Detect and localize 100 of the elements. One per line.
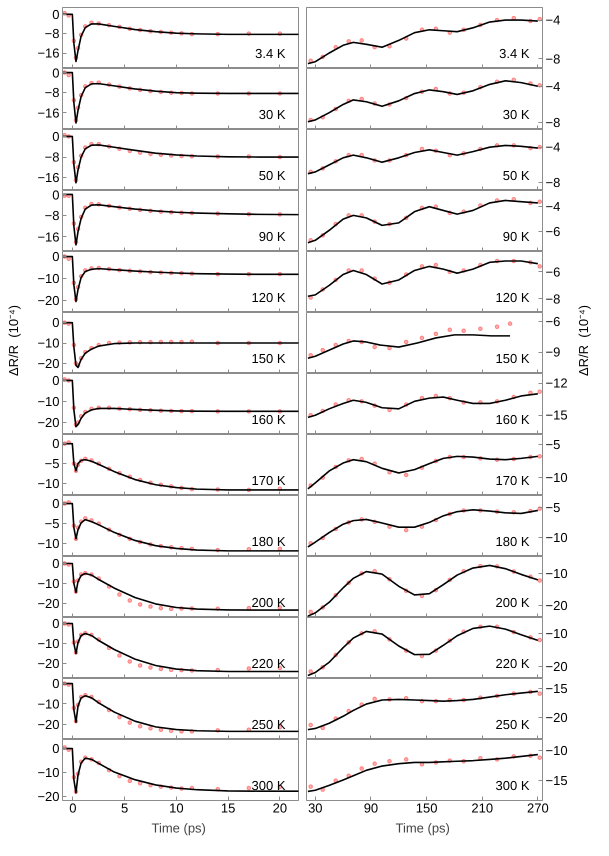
x-axis-title: Time (ps) (151, 820, 206, 836)
x-axis-title: Time (ps) (395, 820, 450, 836)
y-tick-label: −15 (546, 408, 568, 423)
y-tick-label: 0 (52, 315, 60, 330)
annotation: 50 K (502, 168, 530, 184)
y-tick-label: 0 (52, 676, 60, 692)
y-tick-label: −6 (546, 264, 560, 280)
x-tick-label: 270 (527, 800, 549, 816)
annotation: 220 K (496, 656, 530, 672)
y-tick-label: −10 (546, 626, 568, 641)
y-tick-label: −10 (37, 696, 60, 712)
y-tick-label: −20 (37, 596, 60, 611)
annotation: 200 K (252, 595, 286, 610)
annotation: 250 K (496, 717, 530, 732)
annotation: 220 K (252, 656, 286, 672)
y-tick-label: 0 (52, 372, 60, 388)
annotation: 250 K (252, 717, 286, 732)
annotation: 30 K (502, 107, 530, 122)
y-tick-label: −8 (546, 115, 560, 130)
y-tick-label: −5 (546, 436, 560, 452)
y-tick-label: 0 (52, 496, 60, 512)
y-tick-label: −6 (546, 314, 560, 330)
y-tick-label: −9 (546, 344, 560, 360)
x-tick-label: 0 (69, 800, 76, 816)
annotation: 90 K (502, 229, 530, 244)
y-tick-label: −10 (37, 576, 60, 591)
annotation: 90 K (258, 229, 286, 244)
y-tick-label: 0 (52, 128, 60, 144)
y-tick-label: −8 (44, 150, 60, 165)
y-tick-label: −4 (546, 199, 560, 214)
x-tick-label: 30 (308, 800, 323, 816)
y-tick-label: −10 (37, 270, 60, 286)
x-tick-label: 10 (169, 800, 184, 816)
annotation: 170 K (252, 473, 286, 488)
x-tick-label: 15 (220, 800, 236, 816)
y-tick-label: −4 (546, 78, 560, 94)
x-tick-label: 210 (471, 800, 494, 816)
annotation: 200 K (496, 595, 530, 610)
annotation: 3.4 K (499, 46, 530, 62)
annotation: 120 K (252, 290, 286, 306)
y-tick-label: −20 (546, 710, 568, 725)
y-tick-label: −10 (546, 566, 568, 581)
annotation: 120 K (496, 290, 530, 306)
y-tick-label: −5 (546, 500, 560, 515)
y-tick-label: −16 (37, 105, 60, 120)
y-tick-label: −20 (37, 356, 60, 371)
y-tick-label: −20 (37, 292, 60, 308)
y-tick-label: 0 (52, 66, 60, 80)
y-tick-label: 0 (52, 556, 60, 571)
y-tick-label: −4 (546, 12, 560, 28)
x-tick-label: 5 (120, 800, 128, 816)
annotation: 160 K (252, 412, 286, 428)
y-tick-label: −20 (37, 716, 60, 732)
annotation: 180 K (496, 534, 530, 550)
y-tick-label: −8 (546, 51, 560, 66)
x-tick-label: 150 (416, 800, 438, 816)
y-tick-label: −10 (546, 470, 568, 486)
y-tick-label: 0 (52, 436, 60, 452)
y-tick-label: −6 (546, 224, 560, 240)
y-tick-label: 0 (52, 741, 60, 756)
y-tick-label: −8 (546, 175, 560, 190)
y-tick-label: −10 (37, 536, 60, 552)
y-tick-label: −8 (44, 208, 60, 224)
y-tick-label: −20 (546, 659, 568, 674)
annotation: 150 K (496, 351, 530, 366)
y-tick-label: −10 (37, 765, 60, 780)
annotation: 170 K (496, 473, 530, 488)
y-tick-label: −5 (44, 456, 60, 472)
y-tick-label: −16 (37, 46, 60, 61)
y-axis-title: ΔR/R (10⁻⁴) (575, 305, 592, 376)
y-tick-label: −15 (546, 773, 568, 788)
y-tick-label: −20 (37, 415, 60, 430)
annotation: 180 K (252, 534, 286, 550)
y-tick-label: 0 (52, 6, 60, 22)
y-tick-label: −10 (37, 476, 60, 492)
annotation: 150 K (252, 351, 286, 366)
y-tick-label: −10 (37, 394, 60, 409)
y-tick-label: −16 (37, 229, 60, 244)
y-tick-label: −10 (546, 742, 568, 758)
y-tick-label: −16 (37, 170, 60, 186)
y-tick-label: −20 (546, 598, 568, 613)
y-tick-label: −8 (44, 26, 60, 42)
y-tick-label: −20 (37, 656, 60, 671)
y-tick-label: 0 (52, 249, 60, 264)
y-tick-label: −10 (37, 336, 60, 350)
y-tick-label: −20 (37, 788, 60, 804)
annotation: 300 K (252, 778, 286, 794)
annotation: 30 K (258, 107, 286, 122)
annotation: 160 K (496, 412, 530, 428)
annotation: 300 K (496, 778, 530, 794)
y-axis-title: ΔR/R (10⁻⁴) (5, 305, 22, 376)
x-tick-label: 20 (272, 800, 288, 816)
y-tick-label: −12 (546, 376, 568, 391)
y-tick-label: −4 (546, 140, 560, 155)
x-tick-label: 90 (364, 800, 378, 816)
y-tick-label: −10 (546, 530, 568, 545)
y-tick-label: −8 (546, 291, 560, 306)
y-tick-label: −5 (44, 516, 60, 532)
y-tick-label: 0 (52, 188, 60, 202)
y-tick-label: 0 (52, 616, 60, 631)
